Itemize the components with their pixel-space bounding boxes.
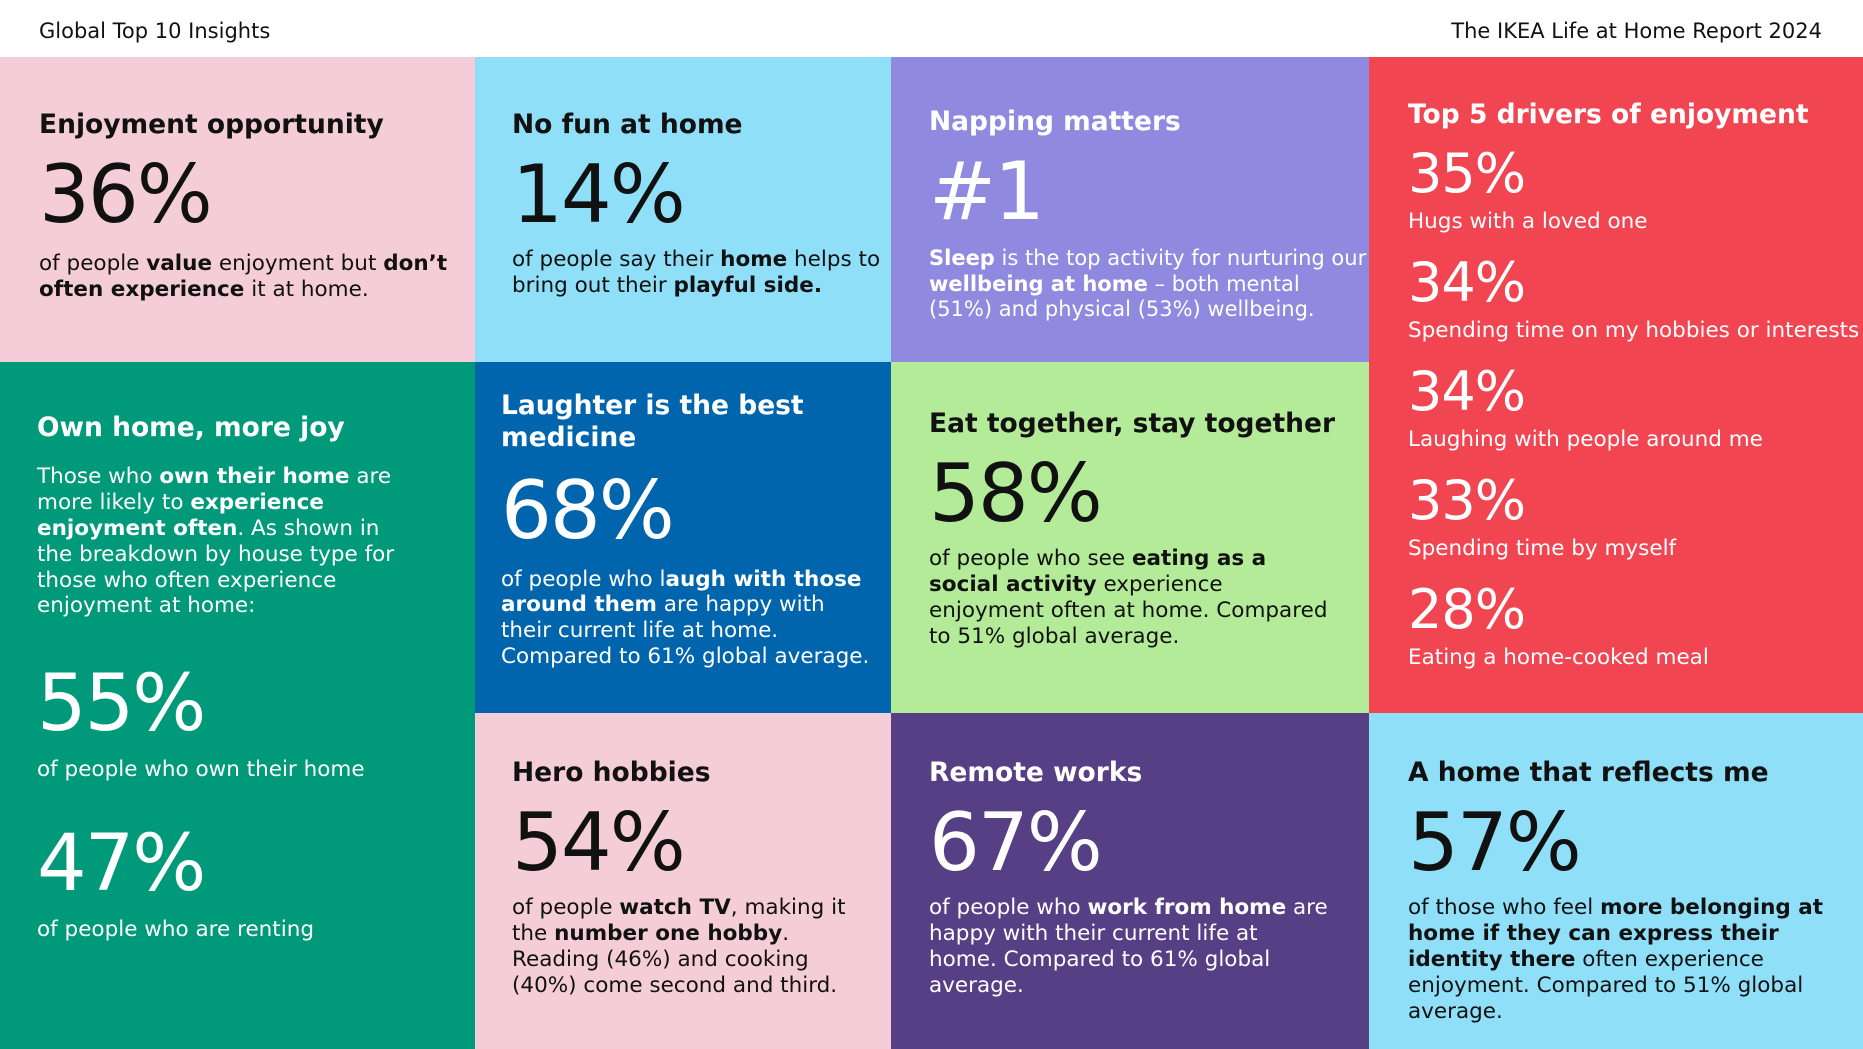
body-text: helps to bring out their [512, 247, 881, 299]
driver-item: 34% Spending time on my hobbies or inter… [1408, 256, 1863, 344]
tile-title: Top 5 drivers of enjoyment [1408, 99, 1809, 130]
tile-stat: 47% [37, 818, 206, 909]
body-text: , making it the [512, 895, 846, 947]
tile-description: of people who laugh with those around th… [501, 567, 871, 670]
tile-title: Own home, more joy [37, 412, 345, 443]
tile-title: Remote works [929, 757, 1143, 788]
body-text: . Reading (46%) and cooking (40%) come s… [512, 921, 838, 998]
body-text: enjoyment but [212, 251, 384, 277]
body-text: of people who see [929, 546, 1132, 572]
tile-description: of people who see eating as a social act… [929, 546, 1329, 649]
emphasis-text: don’t often experience [39, 251, 448, 303]
emphasis-text: number one hobby [554, 921, 783, 947]
header-section-title: Global Top 10 Insights [39, 19, 271, 43]
body-text: Those who [37, 464, 160, 490]
emphasis-text: playful side. [673, 273, 822, 299]
driver-value: 34% [1408, 251, 1526, 315]
tile-home-reflects-me: A home that reflects me 57% of those who… [1369, 713, 1863, 1049]
body-text: of people [512, 895, 620, 921]
emphasis-text: experience enjoyment often [37, 490, 324, 541]
driver-value: 34% [1408, 359, 1526, 423]
tile-stat: 55% [37, 659, 206, 750]
tile-description: of people say their home helps to bring … [512, 247, 891, 299]
tile-stat: #1 [929, 145, 1045, 239]
tile-no-fun-at-home: No fun at home 14% of people say their h… [475, 57, 891, 362]
emphasis-text: watch TV [619, 895, 731, 921]
tile-title: A home that reflects me [1408, 757, 1769, 788]
stat-caption: of people who own their home [37, 757, 365, 783]
tile-description: of people watch TV, making it the number… [512, 895, 862, 998]
tile-title: Laughter is the best medicine [501, 390, 804, 454]
page-header: Global Top 10 Insights The IKEA Life at … [0, 0, 1863, 57]
body-text: of people [39, 251, 147, 277]
driver-item: 33% Spending time by myself [1408, 468, 1863, 562]
driver-label: Spending time on my hobbies or interests [1408, 318, 1860, 344]
tile-laughter: Laughter is the best medicine 68% of peo… [475, 362, 891, 713]
tile-title: Eat together, stay together [929, 408, 1336, 439]
emphasis-text: more belonging at home if they can expre… [1408, 895, 1824, 972]
driver-value: 33% [1408, 468, 1526, 532]
tile-description: of people who work from home are happy w… [929, 895, 1329, 998]
body-text: of those who feel [1408, 895, 1601, 921]
driver-label: Laughing with people around me [1408, 426, 1763, 452]
body-text: of people say their [512, 247, 721, 273]
emphasis-text: own their home [159, 464, 350, 490]
stat-caption: of people who are renting [37, 916, 314, 942]
driver-label: Hugs with a loved one [1408, 209, 1648, 235]
tile-eat-together: Eat together, stay together 58% of peopl… [891, 362, 1369, 713]
body-text: often experience enjoyment. Compared to … [1408, 946, 1804, 1024]
driver-label: Eating a home-cooked meal [1408, 644, 1709, 670]
tile-stat: 36% [39, 148, 213, 242]
driver-item: 35% Hugs with a loved one [1408, 147, 1863, 235]
tile-title: Hero hobbies [512, 757, 711, 788]
body-text: are more likely to [37, 464, 392, 516]
body-text: – both mental (51%) and physical (53%) w… [929, 271, 1315, 321]
body-text: of people who [929, 895, 1088, 921]
emphasis-text: Sleep [929, 246, 995, 271]
driver-label: Spending time by myself [1408, 535, 1677, 561]
header-report-title: The IKEA Life at Home Report 2024 [1451, 19, 1822, 43]
tile-remote-works: Remote works 67% of people who work from… [891, 713, 1369, 1049]
body-text: . As shown in the breakdown by house typ… [37, 515, 395, 619]
tile-description: Sleep is the top activity for nurturing … [929, 246, 1369, 322]
emphasis-text: augh with those around them [501, 566, 862, 618]
body-text: experience enjoyment often at home. Comp… [929, 572, 1328, 649]
body-text: are happy with their current life at hom… [929, 895, 1328, 998]
own-home-stat: 55% of people who own their home [37, 665, 475, 783]
tile-hero-hobbies: Hero hobbies 54% of people watch TV, mak… [475, 713, 891, 1049]
tile-stat: 14% [512, 148, 686, 242]
emphasis-text: eating as a social activity [929, 546, 1267, 598]
tile-napping-matters: Napping matters #1 Sleep is the top acti… [891, 57, 1369, 362]
tile-stat: 54% [512, 796, 686, 890]
driver-value: 28% [1408, 577, 1526, 641]
driver-item: 28% Eating a home-cooked meal [1408, 577, 1863, 671]
tile-description: Those who own their home are more likely… [37, 464, 417, 619]
body-text: is the top activity for nurturing our [994, 246, 1367, 271]
emphasis-text: wellbeing at home [929, 271, 1148, 296]
tile-enjoyment-opportunity: Enjoyment opportunity 36% of people valu… [0, 57, 475, 362]
renting-stat: 47% of people who are renting [37, 825, 475, 943]
tile-own-home: Own home, more joy Those who own their h… [0, 362, 475, 1049]
tile-stat: 58% [929, 447, 1103, 541]
tile-title: Enjoyment opportunity [39, 109, 384, 140]
emphasis-text: work from home [1087, 895, 1287, 921]
driver-item: 34% Laughing with people around me [1408, 359, 1863, 453]
driver-value: 35% [1408, 142, 1526, 206]
tile-description: of those who feel more belonging at home… [1408, 895, 1828, 1024]
tile-stat: 67% [929, 796, 1103, 890]
body-text: of people who l [501, 566, 666, 592]
tile-top-drivers: Top 5 drivers of enjoyment 35% Hugs with… [1369, 57, 1863, 713]
emphasis-text: home [720, 247, 788, 273]
tile-stat: 68% [501, 463, 675, 557]
body-text: it at home. [244, 277, 369, 303]
emphasis-text: value [146, 251, 213, 277]
tile-stat: 57% [1408, 796, 1582, 890]
tile-description: of people value enjoyment but don’t ofte… [39, 251, 475, 303]
body-text: are happy with their current life at hom… [501, 592, 870, 670]
tile-title: Napping matters [929, 106, 1181, 137]
tile-title: No fun at home [512, 109, 743, 140]
